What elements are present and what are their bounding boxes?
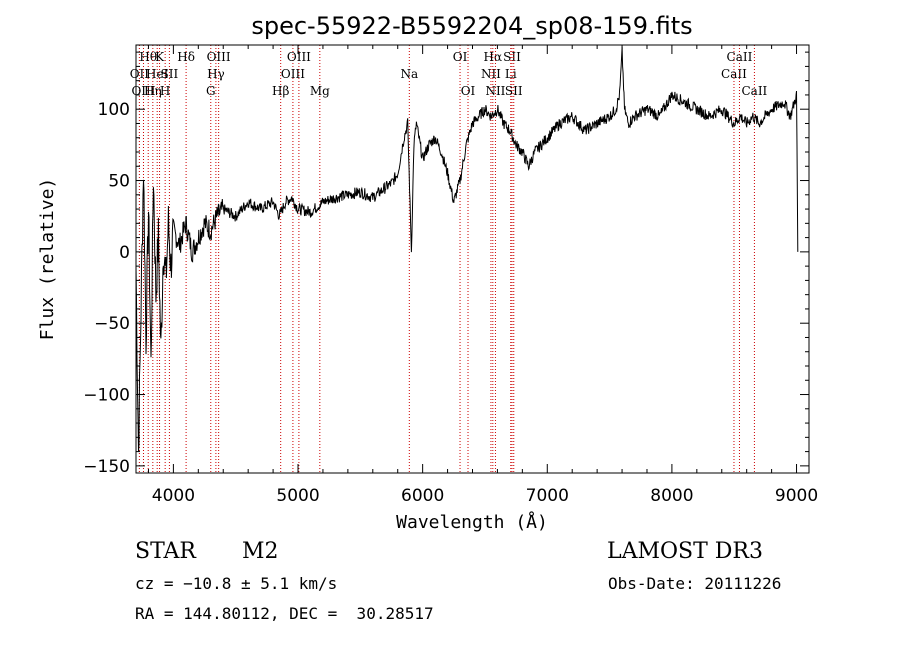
plot-frame [135,44,810,474]
object-subclass: M2 [242,539,279,564]
x-axis-label: Wavelength (Å) [396,511,548,533]
marker-label: OIII [281,67,305,81]
x-tick-label: 6000 [401,486,444,506]
line-markers: OIIOIIIHθHηHeIKHSIIHδGHγOIIIHβOIIIOIIIMg… [130,45,768,473]
marker-label: SII [161,67,179,81]
marker-label: Hγ [207,67,225,81]
marker-label: G [206,84,216,98]
spectrum-line [135,46,799,452]
marker-label: Hα [484,50,503,64]
marker-label: CaII [741,84,767,98]
y-tick-label: 0 [119,243,130,263]
marker-label: Mg [310,84,330,98]
series-group [135,46,799,452]
marker-label: OI [461,84,476,98]
y-axis-ticks: −150 −100 −50 0 50 100 [83,51,809,477]
obs-date-text: Obs-Date: 20111226 [608,574,782,593]
marker-label: Hβ [272,84,289,98]
y-tick-label: −150 [83,457,130,477]
x-tick-label: 8000 [650,486,693,506]
marker-label: CaII [727,50,753,64]
marker-label: OI [453,50,468,64]
marker-label: HeI [146,67,169,81]
x-axis-ticks: 4000 5000 6000 7000 8000 9000 [147,45,818,506]
x-tick-label: 7000 [526,486,569,506]
y-axis-label: Flux (relative) [37,178,58,341]
marker-label: OII [130,67,150,81]
marker-label: K [155,50,165,64]
x-tick-label: 5000 [276,486,319,506]
y-tick-label: −100 [83,386,130,406]
chart-title: spec-55922-B5592204_sp08-159.fits [251,12,692,40]
marker-label: Na [400,67,418,81]
redshift-text: cz = −10.8 ± 5.1 km/s [135,574,338,593]
marker-label: SII [505,84,523,98]
y-tick-label: −50 [94,314,130,334]
marker-label: OIII [207,50,231,64]
marker-label: Hδ [177,50,195,64]
x-tick-label: 4000 [152,486,195,506]
marker-label: CaII [721,67,747,81]
marker-label: SII [503,50,521,64]
y-tick-label: 100 [98,100,130,120]
survey-name: LAMOST DR3 [607,539,763,564]
marker-label: Li [505,67,517,81]
y-tick-label: 50 [108,172,130,192]
marker-label: NII [485,84,505,98]
coordinates-text: RA = 144.80112, DEC = 30.28517 [135,604,434,623]
marker-label: NII [481,67,501,81]
x-tick-label: 9000 [775,486,818,506]
marker-label: OIII [287,50,311,64]
marker-label: H [160,84,170,98]
object-class: STAR [135,539,196,564]
